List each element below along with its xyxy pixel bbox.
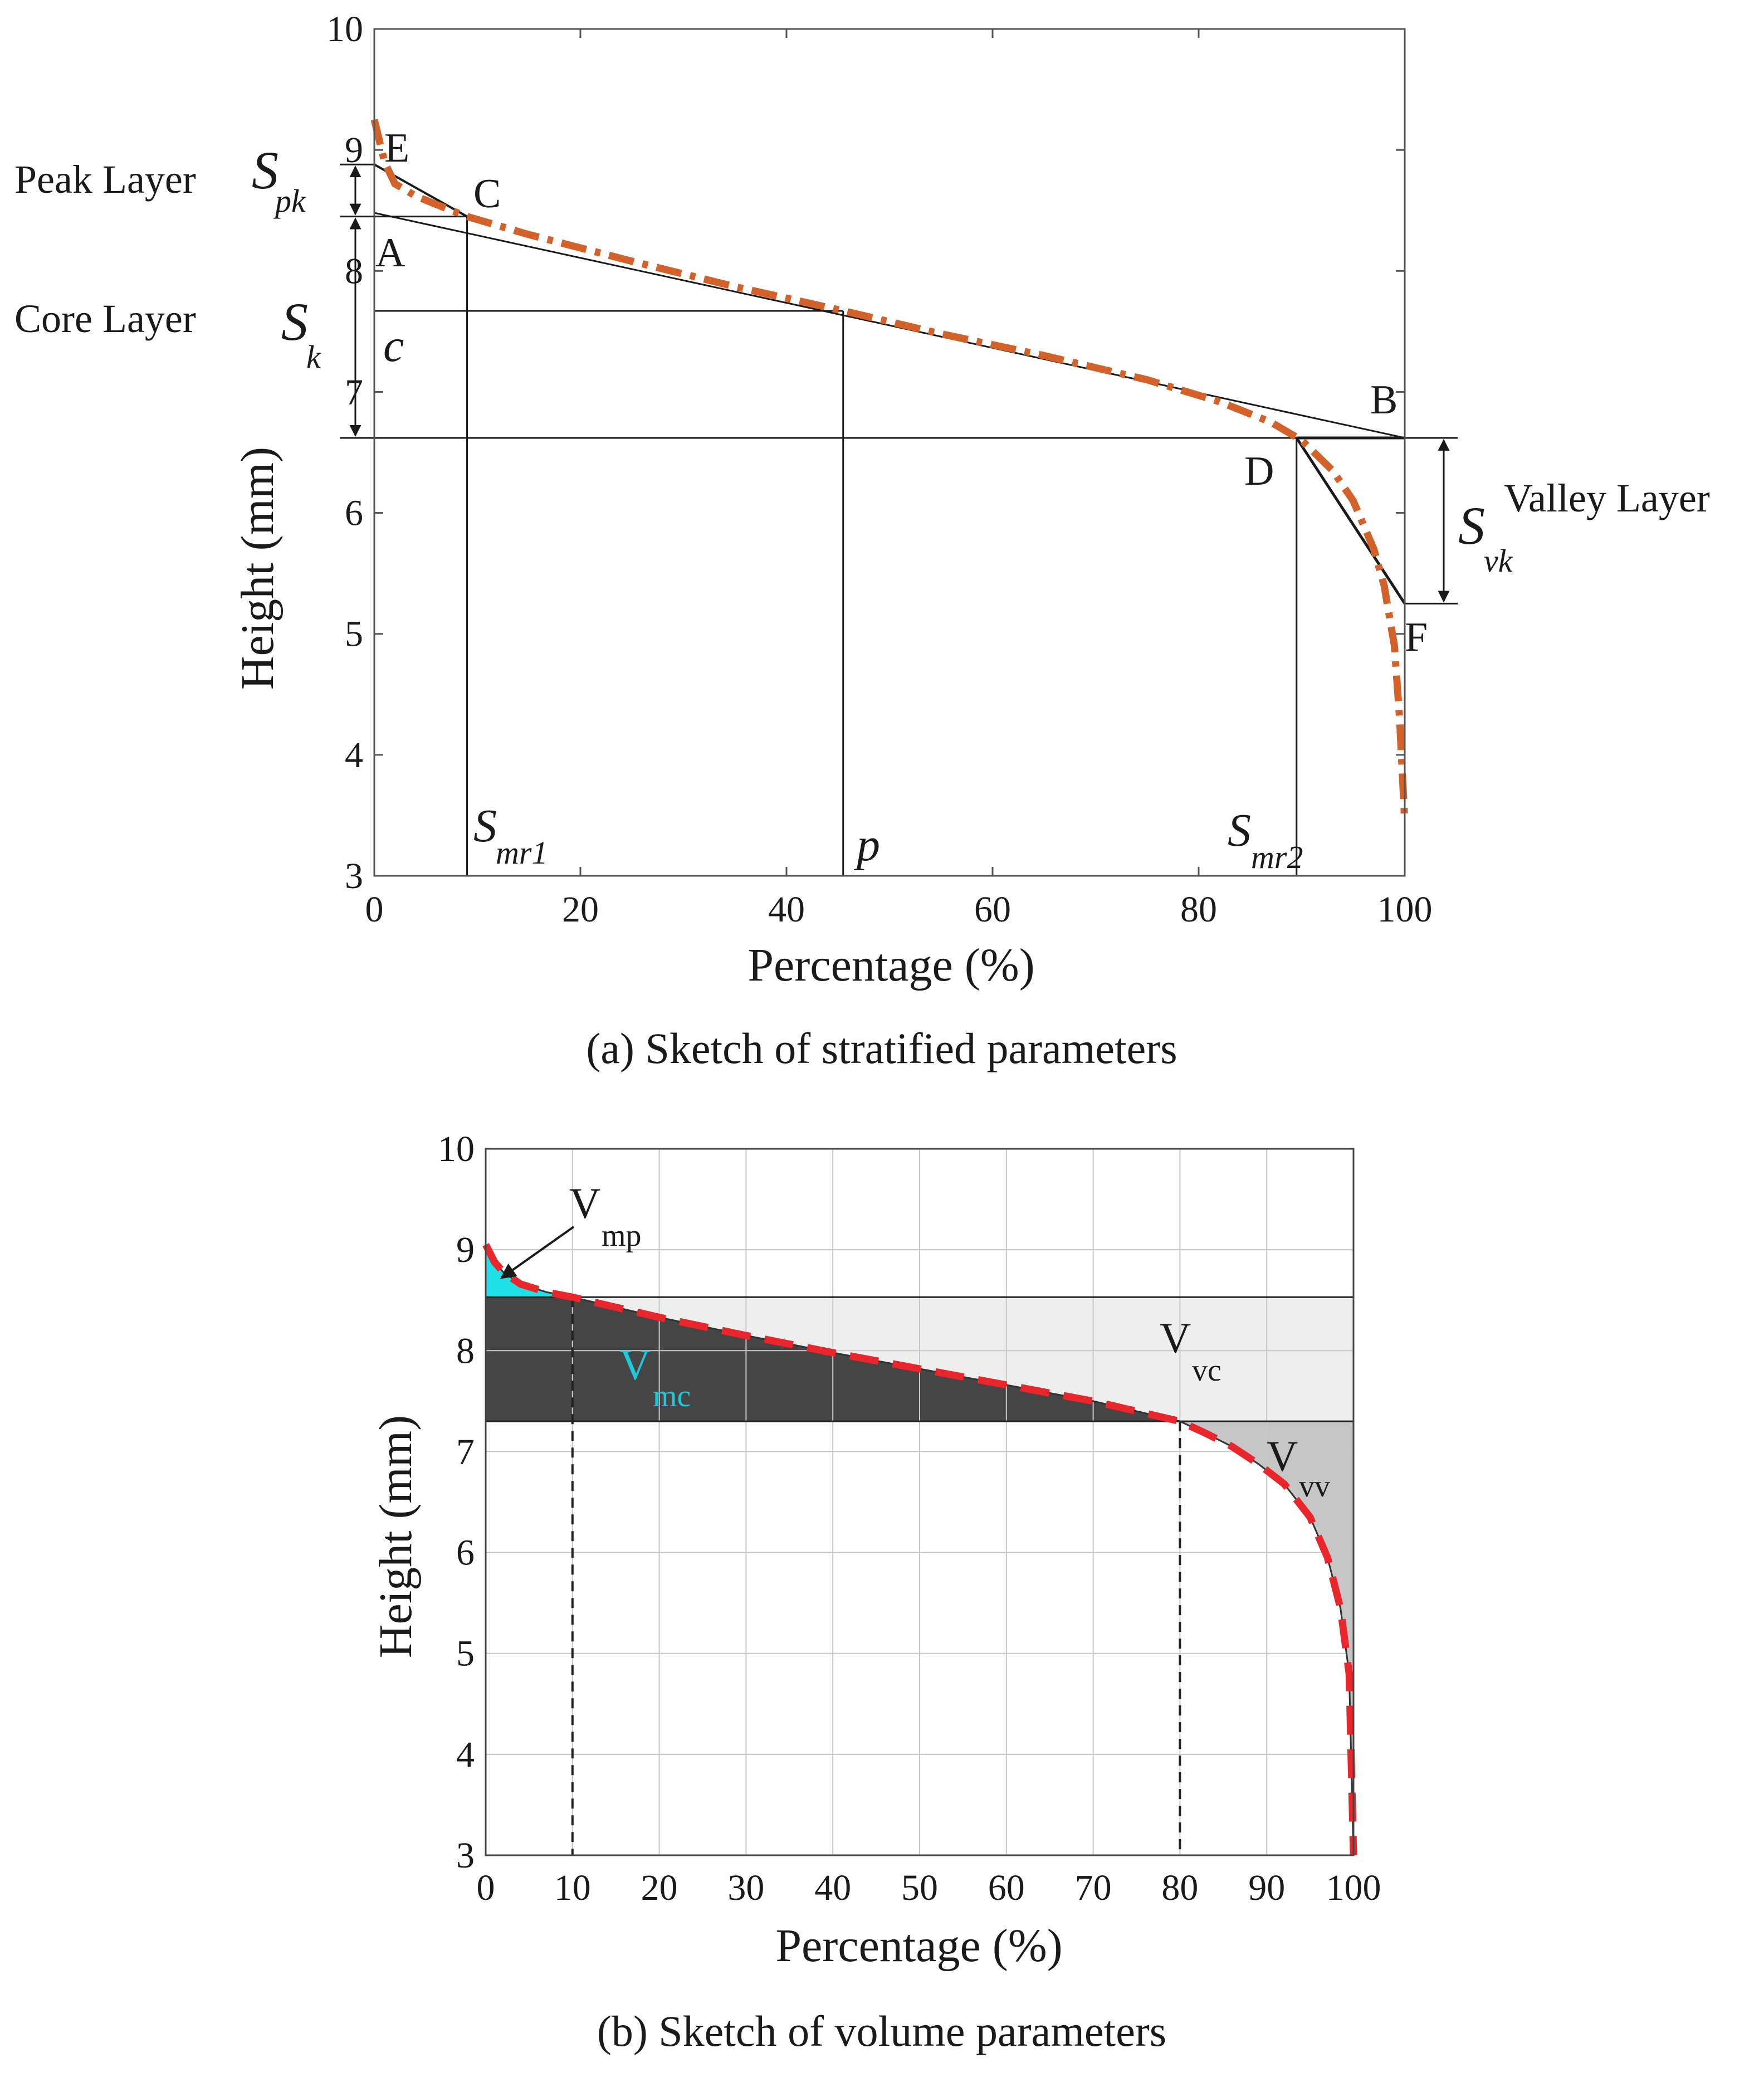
valley-layer-label: Valley Layer: [1504, 476, 1710, 520]
svk-symbol: S vk: [1458, 496, 1513, 579]
x-tick-label: 80: [1180, 889, 1217, 930]
y-tick-label: 6: [456, 1533, 475, 1573]
plot-frame: [485, 1148, 1355, 1856]
spk-sub: pk: [273, 183, 306, 219]
y-tick-label: 8: [345, 251, 363, 291]
caption-a: (a) Sketch of stratified parameters: [586, 1024, 1177, 1072]
axis-ticks: 0 20 40 60 80 100 3 4 5 6 7 8 9 10: [326, 9, 1433, 930]
point-label-f: F: [1405, 615, 1428, 660]
core-layer-label: Core Layer: [14, 296, 196, 341]
smr1-symbol: S mr1: [473, 800, 548, 871]
x-tick-label: 40: [768, 889, 805, 930]
x-axis-label: Percentage (%): [747, 939, 1034, 991]
vmc-label: V mc: [619, 1340, 691, 1413]
y-tick-label: 9: [456, 1230, 475, 1270]
x-tick-label: 100: [1377, 889, 1433, 930]
panel-b: 0 10 20 30 40 50 60 70 80 90 100 3 4 5 6 7 8 9 10 V mp V m…: [370, 1129, 1381, 2055]
sk-sub: k: [306, 339, 321, 375]
point-label-c-lower: c: [383, 320, 404, 372]
vmc-main: V: [619, 1340, 651, 1389]
vvv-area: [1180, 1421, 1353, 1855]
axis-ticks: 0 10 20 30 40 50 60 70 80 90 100 3 4 5 6 7 8 9 10: [438, 1129, 1381, 1908]
point-label-e: E: [384, 125, 409, 171]
y-axis-label: Height (mm): [232, 447, 284, 690]
vvc-label: V vc: [1160, 1314, 1221, 1388]
y-tick-label: 10: [438, 1129, 475, 1169]
x-tick-label: 40: [814, 1868, 851, 1908]
x-tick-label: 100: [1326, 1868, 1381, 1908]
bearing-curve: [370, 119, 1409, 822]
vvv-main: V: [1267, 1432, 1298, 1480]
smr1-sub: mr1: [496, 835, 548, 871]
spk-main: S: [252, 140, 278, 200]
vvv-sub: vv: [1299, 1469, 1330, 1504]
dimension-arrows: [349, 165, 1450, 603]
vmp-label: V mp: [569, 1179, 642, 1253]
x-tick-label: 60: [988, 1868, 1025, 1908]
sk-main: S: [281, 292, 308, 352]
construction-lines: [340, 163, 1458, 876]
vmp-sub: mp: [602, 1218, 642, 1253]
x-tick-label: 60: [974, 889, 1011, 930]
y-tick-label: 9: [345, 130, 363, 170]
x-tick-label: 0: [365, 889, 384, 930]
smr1-main: S: [473, 800, 497, 852]
valley-triangle-line: [1295, 437, 1406, 604]
plot-frame: [373, 28, 1406, 877]
x-tick-label: 80: [1161, 1868, 1198, 1908]
smr2-symbol: S mr2: [1228, 805, 1303, 875]
smr2-sub: mr2: [1251, 839, 1303, 875]
x-axis-label: Percentage (%): [775, 1920, 1062, 1972]
point-label-b: B: [1370, 377, 1397, 423]
vvv-label: V vv: [1267, 1432, 1330, 1504]
y-tick-label: 4: [456, 1734, 475, 1775]
point-label-d: D: [1244, 448, 1274, 494]
x-tick-label: 10: [554, 1868, 591, 1908]
sk-symbol: S k: [281, 292, 321, 375]
x-tick-label: 70: [1075, 1868, 1112, 1908]
x-tick-label: 0: [477, 1868, 495, 1908]
x-tick-label: 20: [562, 889, 599, 930]
y-tick-label: 5: [345, 614, 363, 655]
svk-sub: vk: [1484, 543, 1513, 579]
vmp-area: [486, 1245, 573, 1298]
vvc-main: V: [1160, 1314, 1191, 1362]
y-tick-label: 5: [456, 1634, 475, 1674]
x-tick-label: 30: [727, 1868, 764, 1908]
spk-symbol: S pk: [252, 140, 306, 219]
x-tick-label: 50: [901, 1868, 938, 1908]
caption-b: (b) Sketch of volume parameters: [597, 2007, 1166, 2055]
vmc-sub: mc: [653, 1379, 691, 1413]
y-tick-label: 10: [326, 9, 363, 50]
y-axis-label: Height (mm): [370, 1415, 422, 1658]
x-tick-label: 90: [1248, 1868, 1285, 1908]
y-tick-label: 6: [345, 493, 363, 534]
point-label-c: C: [473, 171, 501, 217]
peak-layer-label: Peak Layer: [14, 157, 196, 202]
x-tick-label: 20: [641, 1868, 678, 1908]
bearing-curve-outline: [485, 1244, 1355, 1856]
vmp-arrow: [500, 1226, 575, 1279]
y-tick-label: 3: [456, 1835, 475, 1876]
y-tick-label: 4: [345, 735, 363, 776]
smr2-main: S: [1228, 805, 1251, 856]
vvc-sub: vc: [1192, 1353, 1221, 1388]
y-tick-label: 3: [345, 856, 363, 896]
grid: [485, 1148, 1354, 1856]
vmp-main: V: [569, 1179, 600, 1227]
point-label-a: A: [375, 230, 405, 276]
panel-a: 0 20 40 60 80 100 3 4 5 6 7 8 9 10 E C A B D F c Peak…: [14, 9, 1710, 1072]
p-label: p: [854, 819, 880, 871]
y-tick-label: 8: [456, 1330, 475, 1371]
y-tick-label: 7: [456, 1431, 475, 1472]
equivalent-line: [374, 212, 1405, 439]
svk-main: S: [1458, 496, 1485, 555]
y-tick-label: 7: [345, 372, 363, 412]
